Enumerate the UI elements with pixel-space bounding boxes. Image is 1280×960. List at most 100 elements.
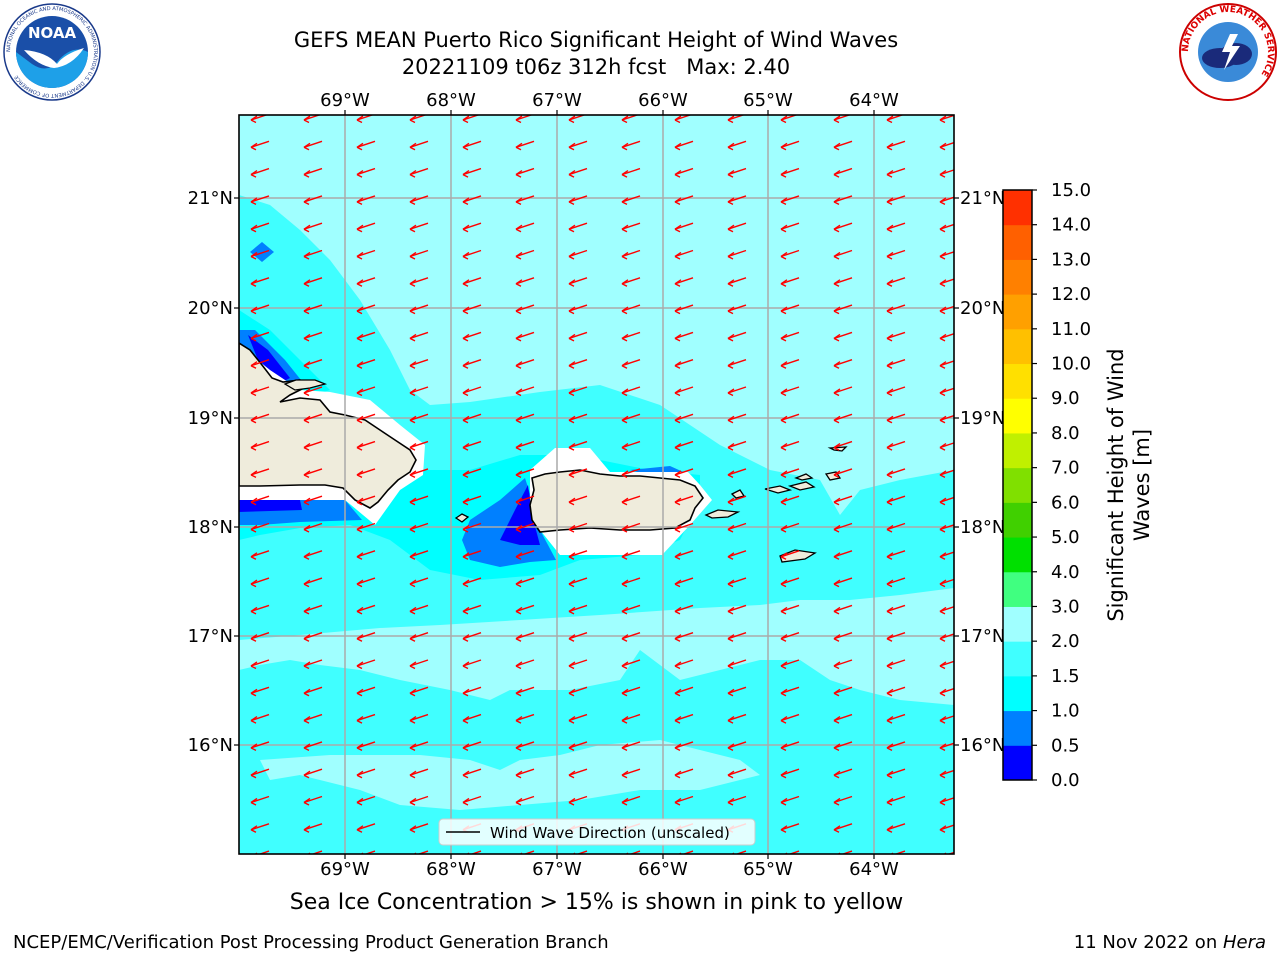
- wind-arrow: [674, 222, 694, 233]
- wind-arrow: [568, 795, 588, 806]
- legend-label: Wind Wave Direction (unscaled): [490, 824, 730, 842]
- wind-arrow: [250, 632, 270, 642]
- wind-arrow: [303, 304, 323, 315]
- wind-arrow: [356, 741, 376, 752]
- wind-arrow: [515, 659, 535, 670]
- wind-arrow: [303, 495, 323, 506]
- wind-arrow: [674, 795, 694, 806]
- wind-arrow: [462, 304, 482, 315]
- lon-label: 65°W: [743, 859, 793, 880]
- wind-arrow: [303, 522, 323, 533]
- wind-arrow: [303, 577, 323, 588]
- wind-arrow: [621, 249, 641, 260]
- wind-arrow: [939, 115, 954, 124]
- wind-arrow: [462, 167, 482, 178]
- colorbar-swatch: [1003, 224, 1032, 260]
- wind-arrow: [833, 331, 853, 342]
- wind-arrow: [939, 578, 954, 588]
- wind-arrow: [674, 686, 694, 697]
- wind-arrow: [303, 686, 323, 697]
- wind-arrow: [515, 768, 535, 779]
- wind-arrow: [250, 823, 270, 833]
- wind-arrow: [833, 195, 853, 206]
- wind-arrow: [303, 359, 323, 369]
- land-hispaniola-islet: [283, 379, 328, 391]
- wind-arrow: [833, 768, 853, 779]
- wind-arrow: [409, 359, 429, 369]
- wind-arrow: [568, 167, 588, 178]
- wind-arrow: [409, 522, 429, 533]
- wind-arrow: [674, 741, 694, 752]
- wind-arrow: [621, 495, 641, 506]
- wind-arrow: [621, 768, 641, 779]
- wave-height-field: [239, 115, 954, 854]
- footer-host: Hera: [1222, 932, 1266, 953]
- wind-arrow: [409, 222, 429, 233]
- wind-arrow: [621, 277, 641, 287]
- wind-arrow: [833, 304, 853, 315]
- wind-arrow: [462, 386, 482, 397]
- wind-arrow: [568, 304, 588, 315]
- wind-arrow: [621, 468, 641, 479]
- wind-arrow: [780, 167, 800, 178]
- colorbar-tick-label: 14.0: [1051, 215, 1091, 236]
- wind-arrow: [250, 413, 270, 424]
- wind-arrow: [568, 604, 588, 615]
- wind-arrow: [303, 277, 323, 287]
- wind-arrow: [250, 115, 269, 124]
- wind-arrow: [939, 660, 954, 670]
- wind-arrow: [727, 795, 747, 806]
- wind-arrow: [568, 222, 588, 233]
- colorbar-swatch: [1003, 467, 1032, 503]
- wind-arrow: [621, 304, 641, 315]
- wind-arrow: [568, 413, 588, 424]
- wind-arrow: [356, 167, 376, 178]
- lon-label: 64°W: [849, 859, 899, 880]
- wind-arrow: [886, 195, 906, 206]
- wind-arrow: [621, 522, 641, 533]
- wind-arrow: [515, 140, 535, 151]
- wind-arrow: [939, 496, 954, 506]
- map-legend: Wind Wave Direction (unscaled): [438, 818, 756, 846]
- wind-arrow: [250, 577, 270, 588]
- lat-label: 21°N: [188, 188, 233, 209]
- wind-arrow: [780, 604, 800, 615]
- wind-arrow: [250, 768, 270, 779]
- wind-arrow: [886, 823, 906, 833]
- colorbar-tick-label: 13.0: [1051, 249, 1091, 270]
- map-frame: [238, 114, 955, 855]
- wind-arrow: [515, 632, 535, 642]
- wind-arrow: [886, 386, 906, 397]
- wind-arrow: [409, 741, 429, 752]
- wind-arrow: [568, 659, 588, 670]
- wind-arrow: [250, 359, 270, 369]
- wind-arrow: [303, 659, 323, 670]
- wind-arrow: [568, 468, 588, 479]
- wind-arrow: [462, 195, 482, 206]
- colorbar-tick-label: 4.0: [1051, 562, 1080, 583]
- lon-label: 66°W: [638, 90, 688, 111]
- noaa-logo: NATIONAL OCEANIC AND ATMOSPHERIC ADMINIS…: [3, 3, 101, 101]
- wind-arrow: [568, 331, 588, 342]
- wind-arrow: [250, 713, 270, 724]
- wind-arrow: [886, 550, 906, 560]
- wind-arrow: [939, 223, 954, 233]
- wind-arrow: [727, 195, 747, 206]
- wind-arrow: [568, 440, 588, 451]
- wind-arrow: [621, 550, 641, 560]
- wind-arrow: [780, 495, 800, 506]
- colorbar-swatch: [1003, 675, 1032, 712]
- wind-arrow: [462, 359, 482, 369]
- colorbar-swatch: [1003, 328, 1032, 365]
- wind-arrow: [833, 222, 853, 233]
- colorbar-swatch: [1003, 537, 1032, 573]
- wind-arrow: [674, 413, 694, 424]
- lat-label: 17°N: [188, 626, 233, 647]
- wind-arrow: [621, 386, 641, 397]
- lat-label: 20°N: [960, 298, 1005, 319]
- wind-arrow: [727, 604, 747, 615]
- field-2p0-3p0-north: [239, 115, 954, 515]
- wind-arrow: [250, 741, 270, 752]
- wind-arrow: [515, 304, 535, 315]
- wind-arrow: [833, 795, 853, 806]
